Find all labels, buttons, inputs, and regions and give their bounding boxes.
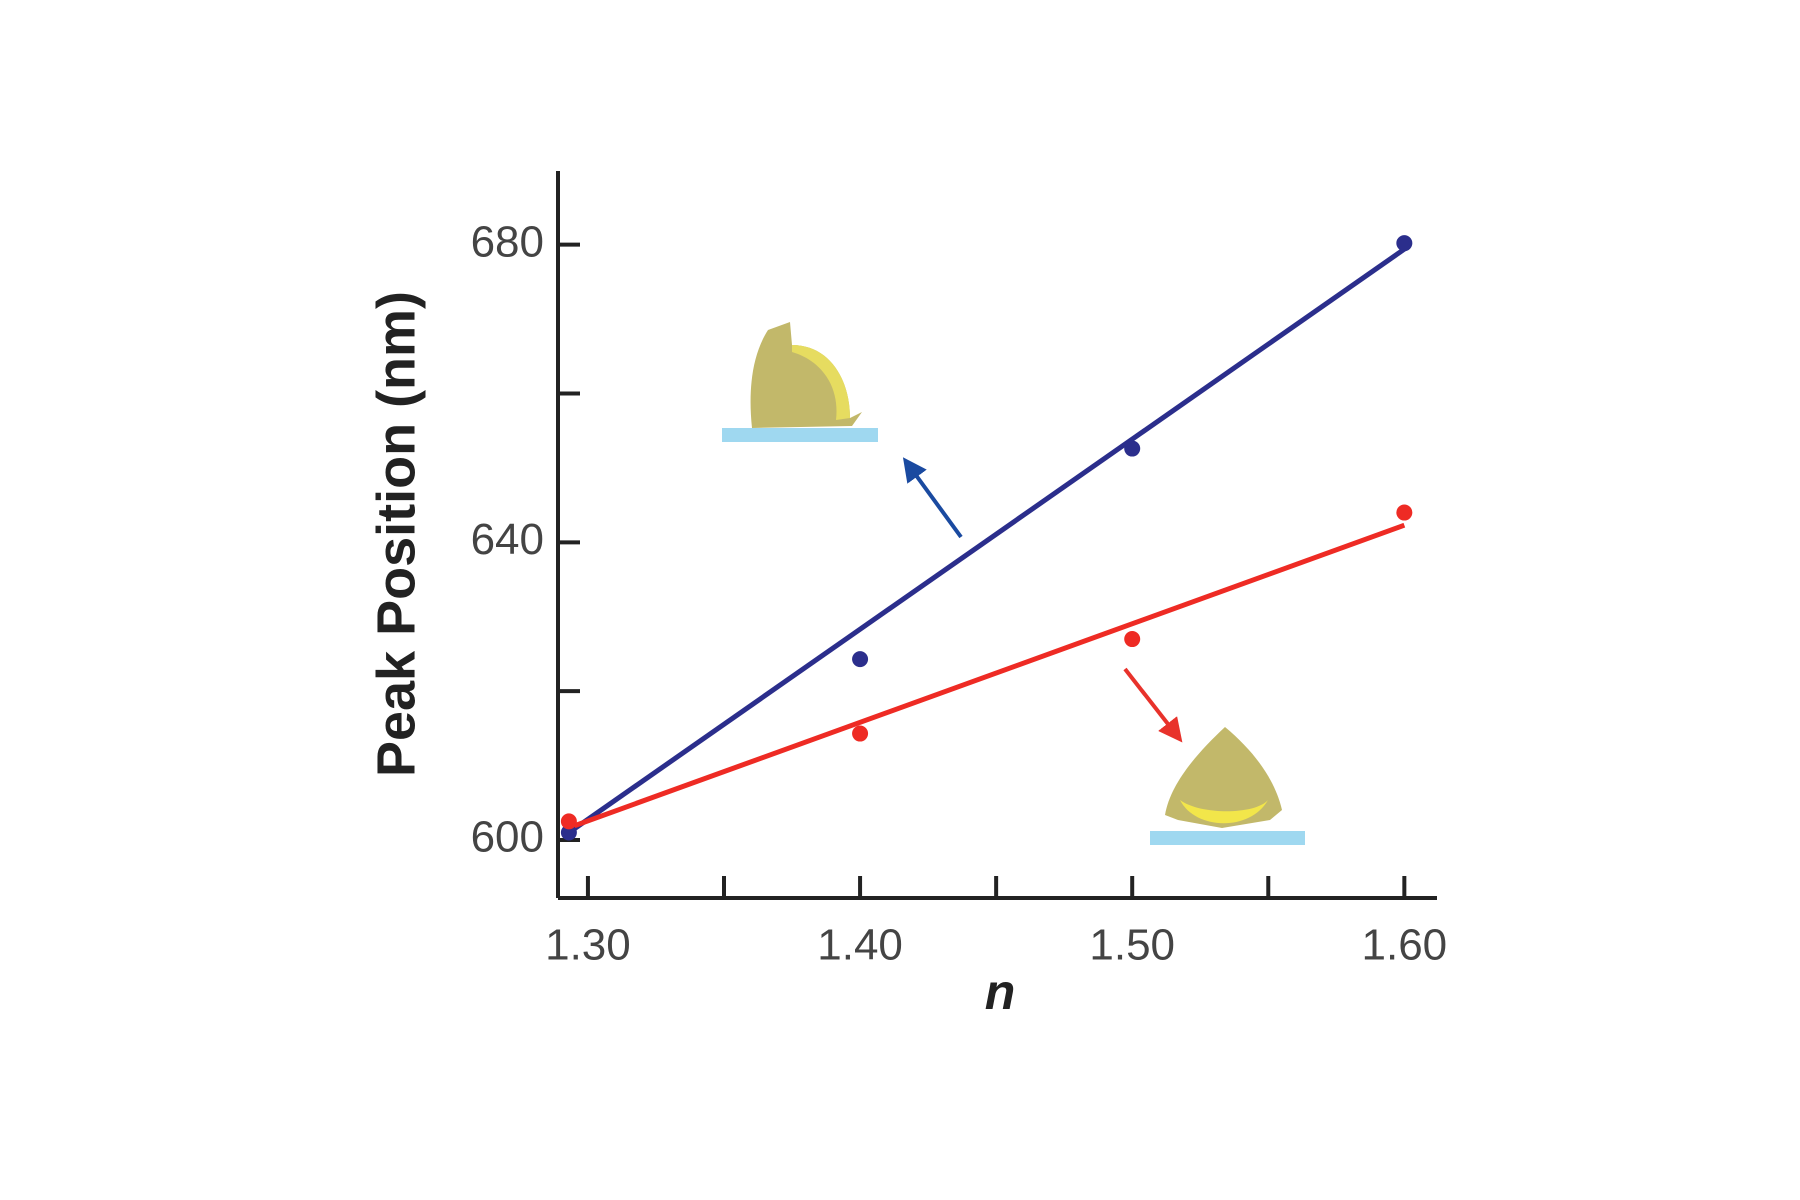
y-tick-label: 600 xyxy=(471,813,544,862)
x-axis-label: n xyxy=(985,964,1016,1020)
fit-line xyxy=(573,522,1406,829)
inset-tilted xyxy=(722,322,963,539)
data-point xyxy=(852,725,869,742)
inset-upright xyxy=(1123,667,1305,845)
data-point xyxy=(1124,631,1141,648)
data-point xyxy=(560,824,577,841)
data-point xyxy=(852,651,869,668)
fit-line xyxy=(572,247,1406,831)
x-tick-label: 1.30 xyxy=(545,921,631,970)
data-point xyxy=(1396,235,1413,252)
y-tick-label: 640 xyxy=(471,515,544,564)
x-tick-label: 1.60 xyxy=(1362,921,1448,970)
data-point xyxy=(560,813,577,830)
data-point xyxy=(1396,504,1413,521)
x-tick-label: 1.40 xyxy=(817,921,903,970)
x-tick-label: 1.50 xyxy=(1089,921,1175,970)
y-tick-label: 680 xyxy=(471,217,544,266)
data-point xyxy=(1124,440,1141,457)
y-axis-label: Peak Position (nm) xyxy=(366,291,426,777)
